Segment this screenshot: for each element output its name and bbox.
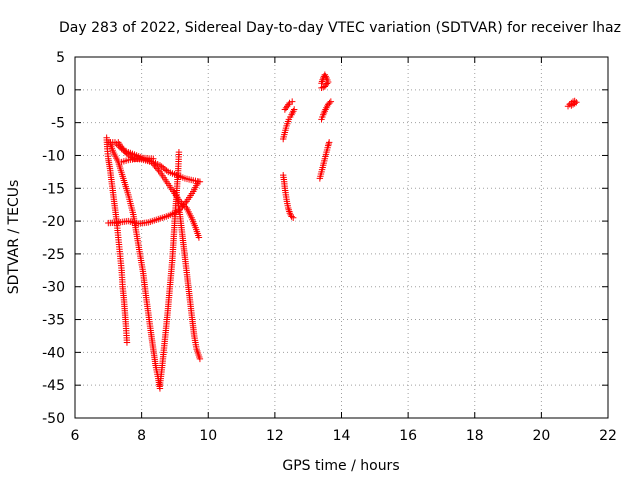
x-tick-labels: 6 8 10 12 14 16 18 20 22	[71, 428, 617, 444]
data-point-plus	[318, 84, 325, 92]
data-point-plus	[150, 155, 157, 162]
y-tick-label: -10	[42, 148, 65, 164]
y-tick-label: -20	[42, 214, 65, 230]
data-point-plus	[123, 339, 131, 346]
y-tick-label: -50	[42, 411, 65, 427]
y-tick-label: -15	[42, 181, 65, 197]
data-point-plus	[175, 148, 183, 156]
x-tick-label: 6	[71, 428, 80, 444]
y-axis-label: SDTVAR / TECUs	[6, 180, 22, 295]
data-point-plus	[568, 102, 575, 109]
y-tick-label: -5	[51, 116, 65, 132]
axis-ticks	[74, 56, 609, 419]
data-point-plus	[326, 99, 333, 107]
y-tick-label: -25	[42, 247, 65, 263]
data-point-plus	[286, 99, 293, 107]
x-tick-label: 22	[599, 428, 617, 444]
x-tick-label: 16	[399, 428, 417, 444]
y-tick-label: 5	[56, 50, 65, 66]
x-tick-label: 8	[137, 428, 146, 444]
data-point-plus	[195, 178, 202, 185]
y-tick-label: -45	[42, 378, 65, 394]
data-point-plus	[325, 139, 333, 146]
data-point-plus	[327, 98, 335, 105]
y-tick-label: -35	[42, 313, 65, 329]
data-point-plus	[195, 234, 203, 241]
y-tick-label: -40	[42, 345, 65, 361]
x-tick-label: 12	[266, 428, 284, 444]
data-points	[103, 71, 580, 392]
x-axis-label: GPS time / hours	[282, 458, 399, 474]
x-tick-label: 18	[466, 428, 484, 444]
data-point-plus	[289, 214, 297, 222]
data-point-plus	[288, 98, 296, 105]
x-tick-label: 10	[199, 428, 217, 444]
y-tick-label: -30	[42, 280, 65, 296]
y-tick-label: 0	[56, 83, 65, 99]
x-tick-label: 14	[333, 428, 351, 444]
chart-title: Day 283 of 2022, Sidereal Day-to-day VTE…	[59, 20, 621, 36]
data-point-plus	[290, 106, 298, 113]
data-point-plus	[196, 355, 204, 363]
x-tick-label: 20	[532, 428, 550, 444]
y-tick-labels: 5 0 -5 -10 -15 -20 -25 -30 -35 -40 -45 -50	[42, 50, 65, 427]
